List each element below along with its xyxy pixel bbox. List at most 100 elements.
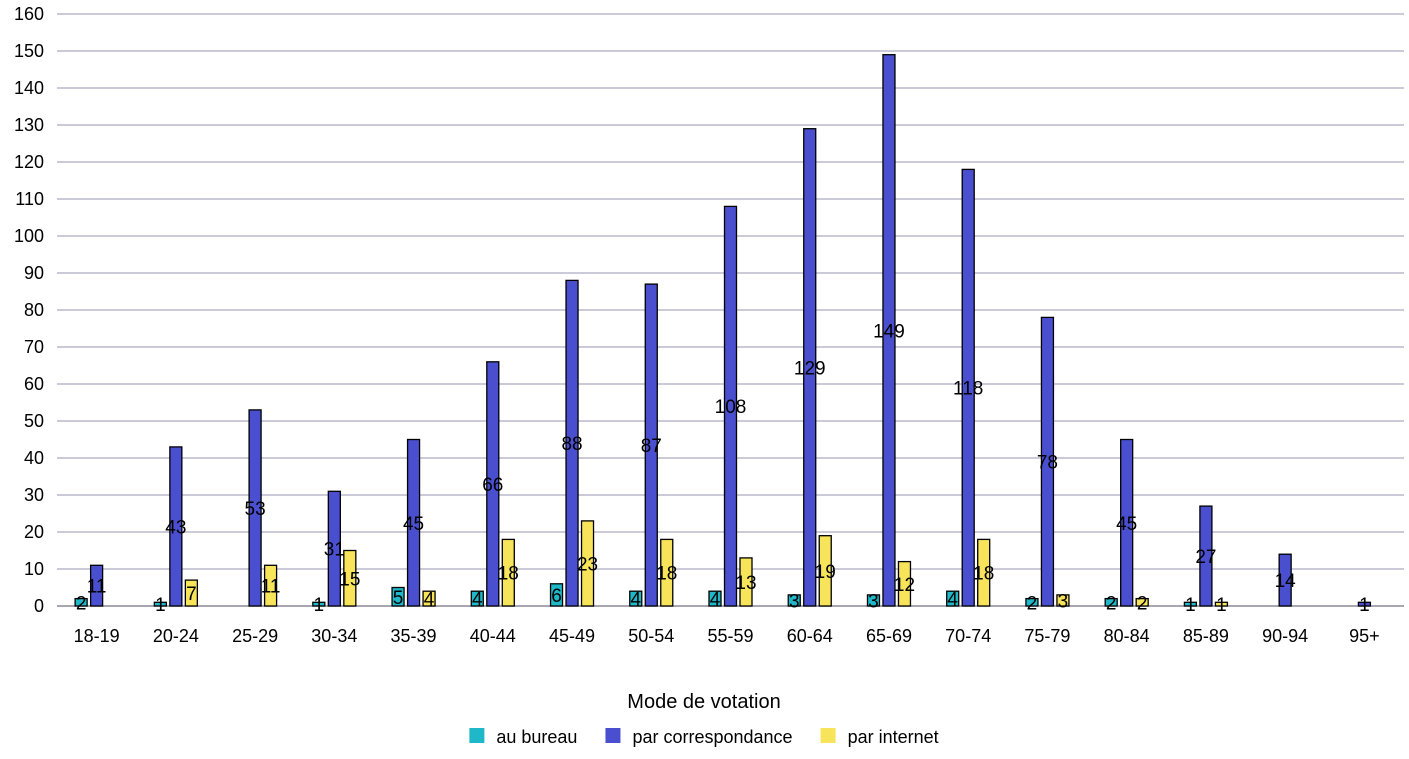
x-tick-label: 25-29: [232, 626, 278, 646]
y-tick-label: 20: [24, 522, 44, 542]
data-label: 2: [1137, 593, 1148, 614]
x-tick-label: 45-49: [549, 626, 595, 646]
data-label: 12: [894, 575, 915, 596]
y-tick-label: 130: [14, 115, 44, 135]
bar-au-bureau-80-84: [1104, 597, 1118, 607]
bar-par-correspondance-20-24: [169, 446, 183, 607]
bar-par-correspondance-90-94: [1278, 553, 1292, 607]
bar-par-correspondance-85-89: [1199, 505, 1213, 607]
data-label: 18: [656, 564, 677, 585]
bar-au-bureau-35-39: [391, 586, 405, 607]
data-label: 18: [498, 564, 519, 585]
y-tick-label: 110: [15, 189, 44, 209]
legend-swatch: [605, 728, 621, 743]
data-label: 2: [1027, 593, 1038, 614]
bar-par-correspondance-25-29: [248, 409, 262, 607]
data-label: 2: [1106, 593, 1117, 614]
bar-par-correspondance-95+: [1357, 601, 1372, 607]
data-label: 78: [1037, 453, 1058, 474]
bar-par-internet-85-89: [1214, 601, 1229, 607]
data-label: 7: [186, 584, 197, 605]
bars: [74, 54, 1372, 607]
bar-par-internet-45-49: [580, 520, 595, 607]
data-label: 31: [324, 540, 345, 561]
legend-label: au bureau: [496, 727, 577, 747]
y-tick-label: 10: [24, 559, 44, 579]
data-label: 149: [873, 321, 905, 342]
bar-au-bureau-55-59: [708, 590, 722, 607]
legend: Mode de votation au bureau par correspond…: [469, 691, 939, 747]
data-label: 1: [1185, 595, 1196, 616]
data-label: 87: [641, 436, 662, 457]
data-label: 118: [953, 379, 983, 400]
data-label: 15: [339, 569, 360, 590]
bar-par-correspondance-75-79: [1040, 316, 1055, 607]
bar-au-bureau-60-64: [787, 594, 801, 607]
y-tick-label: 80: [24, 300, 44, 320]
x-tick-label: 40-44: [470, 626, 516, 646]
y-axis: 0 10 20 30 40 50 60 70 80 90 100 110 120 130 140 150 160: [14, 4, 44, 616]
data-label: 45: [1116, 514, 1137, 535]
data-label: 27: [1195, 547, 1216, 568]
data-label: 4: [947, 590, 958, 611]
data-label: 129: [794, 358, 826, 379]
data-label: 13: [735, 573, 756, 594]
bar-par-correspondance-35-39: [406, 438, 421, 607]
y-tick-label: 120: [14, 152, 44, 172]
data-label: 19: [815, 562, 836, 583]
bar-par-correspondance-50-54: [644, 283, 658, 607]
bar-par-correspondance-80-84: [1120, 438, 1134, 607]
data-label: 1: [314, 595, 325, 616]
y-tick-label: 100: [14, 226, 44, 246]
bar-par-internet-50-54: [660, 538, 674, 607]
x-tick-label: 90-94: [1262, 626, 1308, 646]
y-tick-label: 50: [24, 411, 44, 431]
data-label: 18: [973, 564, 994, 585]
bar-au-bureau-20-24: [153, 601, 168, 607]
y-tick-label: 60: [24, 374, 44, 394]
data-label: 2: [76, 593, 87, 614]
bar-par-internet-25-29: [263, 564, 278, 607]
data-label: 5: [393, 588, 404, 609]
legend-label: par correspondance: [632, 727, 792, 747]
bar-par-correspondance-65-69: [882, 54, 896, 607]
data-label: 4: [710, 590, 721, 611]
x-tick-label: 50-54: [628, 626, 674, 646]
legend-label: par internet: [848, 727, 939, 747]
x-tick-label: 60-64: [787, 626, 833, 646]
bar-au-bureau-85-89: [1183, 601, 1198, 607]
bar-par-correspondance-60-64: [803, 128, 817, 607]
bar-au-bureau-40-44: [470, 590, 484, 607]
data-label: 4: [472, 590, 483, 611]
x-tick-label: 80-84: [1104, 626, 1150, 646]
bar-au-bureau-65-69: [866, 594, 881, 607]
x-tick-label: 95+: [1349, 626, 1380, 646]
x-tick-label: 65-69: [866, 626, 912, 646]
data-label: 11: [261, 577, 281, 598]
bar-par-internet-35-39: [422, 590, 436, 607]
bar-par-internet-55-59: [739, 557, 753, 607]
data-label: 11: [87, 577, 107, 598]
data-label: 108: [715, 397, 747, 418]
x-tick-label: 30-34: [311, 626, 357, 646]
y-tick-label: 40: [24, 448, 44, 468]
y-tick-label: 70: [24, 337, 44, 357]
y-tick-label: 30: [24, 485, 44, 505]
x-axis: 18-19 20-24 25-29 30-34 35-39 40-44 45-49 50-54…: [74, 626, 1380, 646]
bar-au-bureau-70-74: [946, 590, 960, 607]
x-tick-label: 55-59: [707, 626, 753, 646]
bar-au-bureau-45-49: [549, 583, 564, 607]
bar-au-bureau-30-34: [312, 601, 326, 607]
data-label: 4: [424, 590, 435, 611]
data-label: 1: [1359, 595, 1370, 616]
bar-par-correspondance-40-44: [486, 361, 500, 607]
data-label: 66: [482, 475, 503, 496]
bar-au-bureau-75-79: [1025, 597, 1039, 607]
bar-au-bureau-50-54: [629, 590, 643, 607]
y-tick-label: 160: [14, 4, 44, 24]
bar-par-correspondance-18-19: [89, 564, 104, 607]
bar-par-internet-30-34: [343, 549, 357, 607]
bar-par-correspondance-45-49: [565, 279, 579, 607]
y-tick-label: 0: [34, 596, 44, 616]
